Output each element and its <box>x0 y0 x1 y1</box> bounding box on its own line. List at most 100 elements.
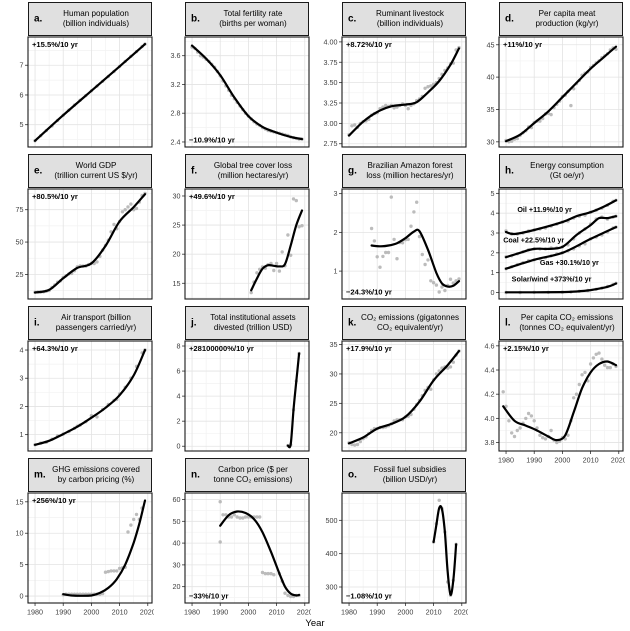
x-tick-label: 2010 <box>583 456 599 465</box>
panel-plot: 5 6 7 +15.5%/10 yr <box>20 36 153 148</box>
panel-title-line: (trillion current US $/yr) <box>54 171 138 180</box>
axis-ticks: 20 25 30 35 <box>330 340 342 437</box>
y-tick-label: 2.8 <box>171 109 181 118</box>
scatter-points <box>33 191 147 294</box>
panel-header: l. Per capita CO₂ emissions (tonnes CO₂ eq… <box>499 306 623 340</box>
panel-title-line: (million hectares/yr) <box>217 171 289 180</box>
trend-line <box>347 349 461 445</box>
y-tick-label: 5 <box>20 120 24 129</box>
grid-major <box>342 189 466 299</box>
panel-header: b. Total fertility rate (births per woman) <box>185 2 309 36</box>
plot-border <box>184 492 310 604</box>
panel-letter: f. <box>191 165 198 177</box>
series-label: Oil +11.9%/10 yr <box>517 205 572 214</box>
grid-minor <box>499 37 623 147</box>
panel-o: o. Fossil fuel subsidies (billion USD/yr) 3… <box>316 458 468 619</box>
plot-border <box>184 340 310 452</box>
x-tick-label: 2020 <box>297 608 311 617</box>
panel-header: i. Air transport (billion passengers carri… <box>28 306 152 340</box>
panel-title-line: Per capita meat <box>538 9 596 19</box>
panel-m: m. GHG emissions covered by carbon pricing… <box>2 458 154 619</box>
panel-title-line: Ruminant livestock <box>376 9 444 19</box>
y-tick-label: 1 <box>334 267 338 276</box>
plot-border <box>27 188 153 300</box>
panel-title-line: divested (trillion USD) <box>213 323 293 332</box>
y-tick-label: 25 <box>16 270 24 279</box>
panel-plot: 1 2 3 4 +64.3%/10 yr <box>20 340 153 452</box>
axis-ticks: 25 50 75 <box>16 205 28 279</box>
panel-letter: a. <box>34 13 43 25</box>
plot-border <box>498 36 624 148</box>
axis-ticks: 300 400 500 1980 1990 2000 2010 2020 <box>326 516 469 617</box>
grid-minor <box>185 493 309 603</box>
panel-header: n. Carbon price ($ per tonne CO₂ emissions… <box>185 458 309 492</box>
trend-annotation: +11%/10 yr <box>503 40 542 49</box>
trend-line <box>250 209 304 292</box>
trend-annotation: −24.3%/10 yr <box>346 288 392 297</box>
panel-title-line: loss (million hectares/yr) <box>366 171 454 180</box>
panel-plot: 2.75 3.00 3.25 3.50 3.75 4.00 +8.72%/10 yr <box>324 36 467 148</box>
panel-plot: 2.4 2.8 3.2 3.6 −10.9%/10 yr <box>171 36 310 148</box>
trend-line <box>286 352 301 449</box>
panel-letter: o. <box>348 469 357 481</box>
x-tick-label: 2020 <box>140 608 154 617</box>
trend-line <box>504 199 618 236</box>
series-label: Coal +22.5%/10 yr <box>503 236 564 245</box>
y-tick-label: 4 <box>177 392 181 401</box>
grid-minor <box>185 189 309 299</box>
x-tick-label: 1980 <box>498 456 514 465</box>
panel-letter: c. <box>348 13 357 25</box>
series-label: Solar/wind +373%/10 yr <box>512 274 592 283</box>
y-tick-label: 60 <box>173 495 181 504</box>
y-tick-label: 40 <box>173 539 181 548</box>
plot-border <box>341 492 467 604</box>
y-tick-label: 50 <box>16 238 24 247</box>
y-tick-label: 15 <box>173 279 181 288</box>
y-tick-label: 5 <box>20 560 24 569</box>
grid-minor <box>342 493 466 603</box>
panel-letter: i. <box>34 317 40 329</box>
y-tick-label: 35 <box>330 340 338 349</box>
y-tick-label: 4.4 <box>485 366 495 375</box>
y-tick-label: 30 <box>487 137 495 146</box>
panel-plot: 20 30 40 50 60 1980 1990 2000 2010 2020 −33%/10 yr <box>173 492 311 617</box>
y-tick-label: 4.0 <box>485 414 495 423</box>
y-tick-label: 2 <box>334 228 338 237</box>
panel-header: f. Global tree cover loss (million hectare… <box>185 154 309 188</box>
trend-line <box>219 510 301 597</box>
y-tick-label: 3.50 <box>324 78 338 87</box>
trend-annotation: +256%/10 yr <box>32 496 76 505</box>
panel-plot: 1 2 3 −24.3%/10 yr <box>334 188 467 300</box>
x-tick-label: 2000 <box>397 608 413 617</box>
y-tick-label: 4.00 <box>324 37 338 46</box>
panel-title-line: (Gt oe/yr) <box>549 171 585 180</box>
y-tick-label: 30 <box>330 369 338 378</box>
panel-letter: n. <box>191 469 200 481</box>
grid-major <box>342 341 466 451</box>
x-tick-label: 2000 <box>83 608 99 617</box>
grid-minor <box>185 341 309 451</box>
panel-plot: 20 25 30 35 +17.9%/10 yr <box>330 340 467 452</box>
x-tick-label: 2000 <box>554 456 570 465</box>
panel-n: n. Carbon price ($ per tonne CO₂ emissions… <box>159 458 311 619</box>
plot-border <box>27 492 153 604</box>
panel-plot: 0 5 10 15 1980 1990 2000 2010 2020 +256%/10 yr <box>16 492 154 617</box>
trend-line <box>504 282 618 294</box>
panel-k: k. CO₂ emissions (gigatonnes CO₂ equivalen… <box>316 306 468 455</box>
scatter-points <box>347 349 461 447</box>
panel-i: i. Air transport (billion passengers carri… <box>2 306 154 455</box>
y-tick-label: 20 <box>173 250 181 259</box>
panel-c: c. Ruminant livestock (billion individuals… <box>316 2 468 151</box>
x-tick-label: 1990 <box>55 608 71 617</box>
x-tick-label: 1990 <box>212 608 228 617</box>
panel-g: g. Brazilian Amazon forest loss (million h… <box>316 154 468 303</box>
y-tick-label: 4.2 <box>485 390 495 399</box>
trend-line <box>62 499 147 597</box>
panel-title-line: Energy consumption <box>530 161 604 171</box>
trend-annotation: +28100000%/10 yr <box>189 344 254 353</box>
y-tick-label: 25 <box>173 221 181 230</box>
grid-major <box>185 493 309 603</box>
panel-title-line: tonne CO₂ emissions) <box>213 475 293 484</box>
axis-ticks: 2.75 3.00 3.25 3.50 3.75 4.00 <box>324 37 342 148</box>
trend-line <box>347 47 461 137</box>
